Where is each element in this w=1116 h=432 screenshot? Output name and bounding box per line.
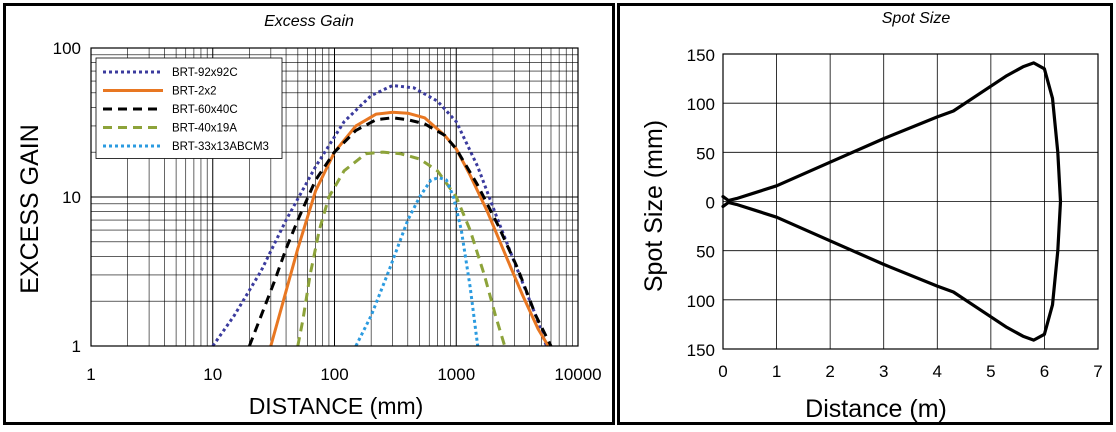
x-tick-label: 0: [718, 362, 727, 381]
x-tick-label: 10: [203, 365, 222, 384]
x-axis-label: Distance (m): [805, 395, 947, 422]
legend-label: BRT-33x13ABCM3: [172, 141, 269, 153]
x-tick-label: 4: [933, 362, 942, 381]
series-line: [211, 84, 548, 347]
x-tick-label: 10000: [554, 365, 601, 384]
spot-size-chart: Spot Size 0 1 2 3 4 5 6 7 150 100 50 0 50 100 150 Dist…: [640, 10, 1103, 422]
x-tick-label: 1000: [437, 365, 475, 384]
x-tick-label: 1: [86, 365, 95, 384]
y-tick-label: 50: [696, 243, 715, 262]
y-tick-label: 10: [62, 188, 81, 207]
x-tick-label: 7: [1093, 362, 1102, 381]
excess-gain-panel: Excess Gain 1 10 100 1000 10000 1 10 100 BRT-92…: [3, 3, 615, 425]
legend-label: BRT-2x2: [172, 86, 217, 98]
series-line: [269, 110, 550, 347]
series-line: [296, 150, 507, 347]
spot-size-panel: Spot Size 0 1 2 3 4 5 6 7 150 100 50 0 50 100 150 Dist…: [617, 3, 1113, 425]
x-axis-label: DISTANCE (mm): [249, 393, 424, 419]
y-tick-label: 150: [687, 46, 715, 65]
y-tick-label: 50: [696, 144, 715, 163]
y-axis-label: Spot Size (mm): [640, 120, 668, 292]
spot-size-outline: [721, 61, 1063, 342]
legend-label: BRT-60x40C: [172, 104, 238, 116]
y-tick-label: 100: [53, 39, 81, 58]
x-tick-label: 1: [772, 362, 781, 381]
excess-gain-title: Excess Gain: [264, 13, 354, 30]
x-tick-label: 3: [879, 362, 888, 381]
y-tick-label: 100: [687, 95, 715, 114]
legend-label: BRT-40x19A: [172, 123, 237, 135]
legend-label: BRT-92x92C: [172, 67, 238, 79]
x-tick-label: 2: [825, 362, 834, 381]
series-line: [354, 176, 480, 347]
excess-gain-chart: Excess Gain 1 10 100 1000 10000 1 10 100 BRT-92…: [16, 13, 602, 419]
x-tick-label: 5: [986, 362, 995, 381]
y-axis-label: EXCESS GAIN: [16, 124, 44, 294]
x-tick-label: 100: [320, 365, 348, 384]
y-tick-label: 100: [687, 292, 715, 311]
spot-size-title: Spot Size: [882, 10, 951, 27]
x-tick-label: 6: [1040, 362, 1049, 381]
series-line: [248, 116, 553, 347]
y-tick-label: 150: [687, 341, 715, 360]
y-tick-label: 1: [72, 337, 81, 356]
y-tick-label: 0: [706, 194, 715, 213]
